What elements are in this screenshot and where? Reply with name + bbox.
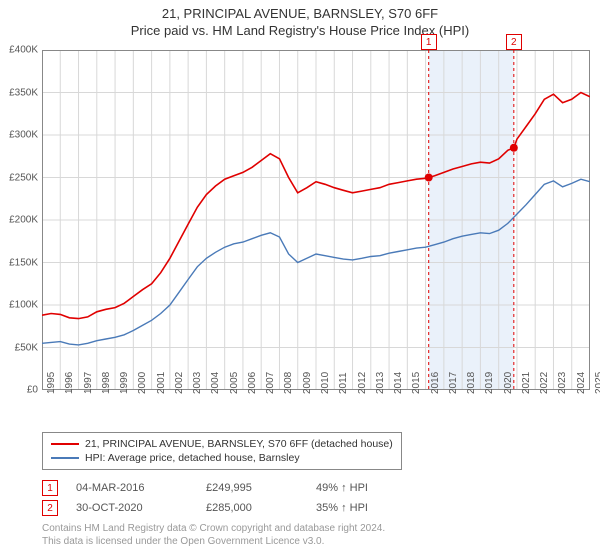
y-axis-label: £0	[0, 385, 38, 396]
sale-row: 2 30-OCT-2020£285,00035% ↑ HPI	[42, 498, 396, 518]
x-axis-label: 1997	[83, 372, 94, 394]
x-axis-label: 1996	[64, 372, 75, 394]
legend-item: 21, PRINCIPAL AVENUE, BARNSLEY, S70 6FF …	[51, 437, 393, 451]
y-axis-label: £400K	[0, 45, 38, 56]
legend-item: HPI: Average price, detached house, Barn…	[51, 451, 393, 465]
sale-date: 04-MAR-2016	[76, 482, 206, 494]
sales-table: 1 04-MAR-2016£249,99549% ↑ HPI 2 30-OCT-202…	[42, 478, 396, 518]
x-axis-label: 2018	[466, 372, 477, 394]
footer-text: Contains HM Land Registry data © Crown c…	[42, 522, 385, 548]
sale-price: £249,995	[206, 482, 316, 494]
footer-line1: Contains HM Land Registry data © Crown c…	[42, 522, 385, 535]
y-axis-label: £200K	[0, 215, 38, 226]
sale-pct: 35% ↑ HPI	[316, 502, 396, 514]
y-axis-label: £350K	[0, 87, 38, 98]
x-axis-label: 2016	[430, 372, 441, 394]
x-axis-label: 2022	[539, 372, 550, 394]
legend-swatch	[51, 457, 79, 459]
y-axis-label: £50K	[0, 342, 38, 353]
x-axis-label: 2004	[210, 372, 221, 394]
sale-marker-1: 1	[421, 34, 437, 50]
x-axis-label: 1999	[119, 372, 130, 394]
x-axis-label: 2007	[265, 372, 276, 394]
x-axis-label: 2024	[576, 372, 587, 394]
legend-label: 21, PRINCIPAL AVENUE, BARNSLEY, S70 6FF …	[85, 438, 393, 450]
chart-title: 21, PRINCIPAL AVENUE, BARNSLEY, S70 6FF	[0, 0, 600, 21]
sale-marker-2: 2	[506, 34, 522, 50]
x-axis-label: 2012	[357, 372, 368, 394]
legend-label: HPI: Average price, detached house, Barn…	[85, 452, 300, 464]
x-axis-label: 2005	[229, 372, 240, 394]
chart-area: £0£50K£100K£150K£200K£250K£300K£350K£400…	[42, 50, 590, 390]
x-axis-label: 1998	[101, 372, 112, 394]
x-axis-label: 2006	[247, 372, 258, 394]
y-axis-label: £100K	[0, 300, 38, 311]
x-axis-label: 1995	[46, 372, 57, 394]
x-axis-label: 2017	[448, 372, 459, 394]
x-axis-label: 2021	[521, 372, 532, 394]
x-axis-label: 2003	[192, 372, 203, 394]
sale-row: 1 04-MAR-2016£249,99549% ↑ HPI	[42, 478, 396, 498]
x-axis-label: 2001	[156, 372, 167, 394]
y-axis-label: £250K	[0, 172, 38, 183]
x-axis-label: 2014	[393, 372, 404, 394]
x-axis-label: 2013	[375, 372, 386, 394]
x-axis-label: 2015	[411, 372, 422, 394]
sale-price: £285,000	[206, 502, 316, 514]
y-axis-label: £150K	[0, 257, 38, 268]
sale-date: 30-OCT-2020	[76, 502, 206, 514]
x-axis-label: 2025	[594, 372, 600, 394]
x-axis-label: 2011	[338, 372, 349, 394]
sale-marker-icon: 2	[42, 500, 58, 516]
chart-container: 21, PRINCIPAL AVENUE, BARNSLEY, S70 6FF …	[0, 0, 600, 560]
footer-line2: This data is licensed under the Open Gov…	[42, 535, 385, 548]
y-axis-label: £300K	[0, 130, 38, 141]
legend-swatch	[51, 443, 79, 445]
sale-pct: 49% ↑ HPI	[316, 482, 396, 494]
legend: 21, PRINCIPAL AVENUE, BARNSLEY, S70 6FF …	[42, 432, 402, 470]
x-axis-label: 2008	[283, 372, 294, 394]
x-axis-label: 2000	[137, 372, 148, 394]
x-axis-label: 2019	[484, 372, 495, 394]
chart-svg	[42, 50, 590, 390]
x-axis-label: 2010	[320, 372, 331, 394]
sale-marker-icon: 1	[42, 480, 58, 496]
x-axis-label: 2002	[174, 372, 185, 394]
x-axis-label: 2009	[302, 372, 313, 394]
x-axis-label: 2023	[557, 372, 568, 394]
x-axis-label: 2020	[503, 372, 514, 394]
